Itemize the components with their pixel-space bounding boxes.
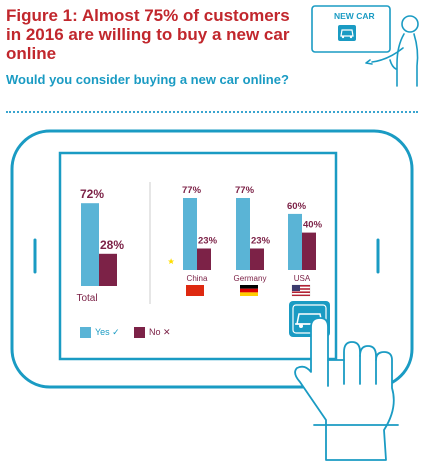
bar-yes-total [81, 203, 99, 286]
bar-yes-germany [236, 198, 250, 270]
bar-no-germany [250, 248, 264, 270]
category-label-china: China [187, 274, 208, 283]
chart-bars: 72% 28% Total 77% 23% China 77% 23% Germany 60% 40… [76, 185, 322, 304]
figure-subtitle: Would you consider buying a new car onli… [6, 72, 289, 87]
bar-yes-usa [288, 213, 302, 270]
flag-germany-icon [240, 285, 258, 296]
flag-china-icon [167, 258, 204, 296]
legend-no-swatch [134, 327, 145, 338]
legend-yes-label: Yes ✓ [95, 327, 120, 337]
label-yes-germany: 77% [235, 185, 255, 196]
category-label-usa: USA [294, 274, 311, 283]
bar-yes-china [183, 198, 197, 270]
bar-no-usa [302, 232, 316, 270]
new-car-sign-label: NEW CAR [334, 11, 375, 21]
legend-no-label: No ✕ [149, 327, 171, 337]
sign-car-icon [338, 25, 356, 41]
label-no-china: 23% [198, 235, 218, 246]
category-label-total: Total [76, 293, 97, 304]
legend-yes: Yes ✓ [80, 327, 120, 338]
label-no-usa: 40% [303, 220, 323, 231]
legend-no: No ✕ [134, 327, 171, 338]
label-yes-total: 72% [80, 187, 104, 201]
flag-usa-icon [291, 284, 311, 297]
label-no-total: 28% [100, 238, 124, 252]
tablet-frame [10, 129, 414, 389]
figure-title: Figure 1: Almost 75% of customers in 201… [6, 6, 290, 63]
bar-no-china [197, 248, 211, 270]
label-yes-china: 77% [182, 185, 202, 196]
label-yes-usa: 60% [287, 201, 307, 212]
bar-no-total [99, 253, 117, 286]
category-label-germany: Germany [234, 274, 267, 283]
label-no-germany: 23% [251, 235, 271, 246]
legend-yes-swatch [80, 327, 91, 338]
divider-line [6, 111, 418, 113]
pointing-hand-illustration [294, 317, 399, 461]
